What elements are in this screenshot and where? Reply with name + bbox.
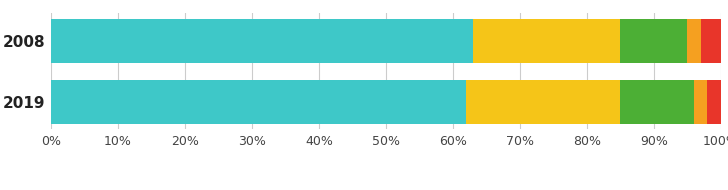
- Bar: [473, 19, 620, 63]
- Bar: [620, 80, 694, 124]
- Bar: [694, 80, 708, 124]
- Bar: [51, 80, 466, 124]
- Bar: [708, 80, 721, 124]
- Bar: [700, 19, 721, 63]
- Bar: [51, 19, 473, 63]
- Bar: [620, 19, 687, 63]
- Bar: [466, 80, 620, 124]
- Bar: [687, 19, 700, 63]
